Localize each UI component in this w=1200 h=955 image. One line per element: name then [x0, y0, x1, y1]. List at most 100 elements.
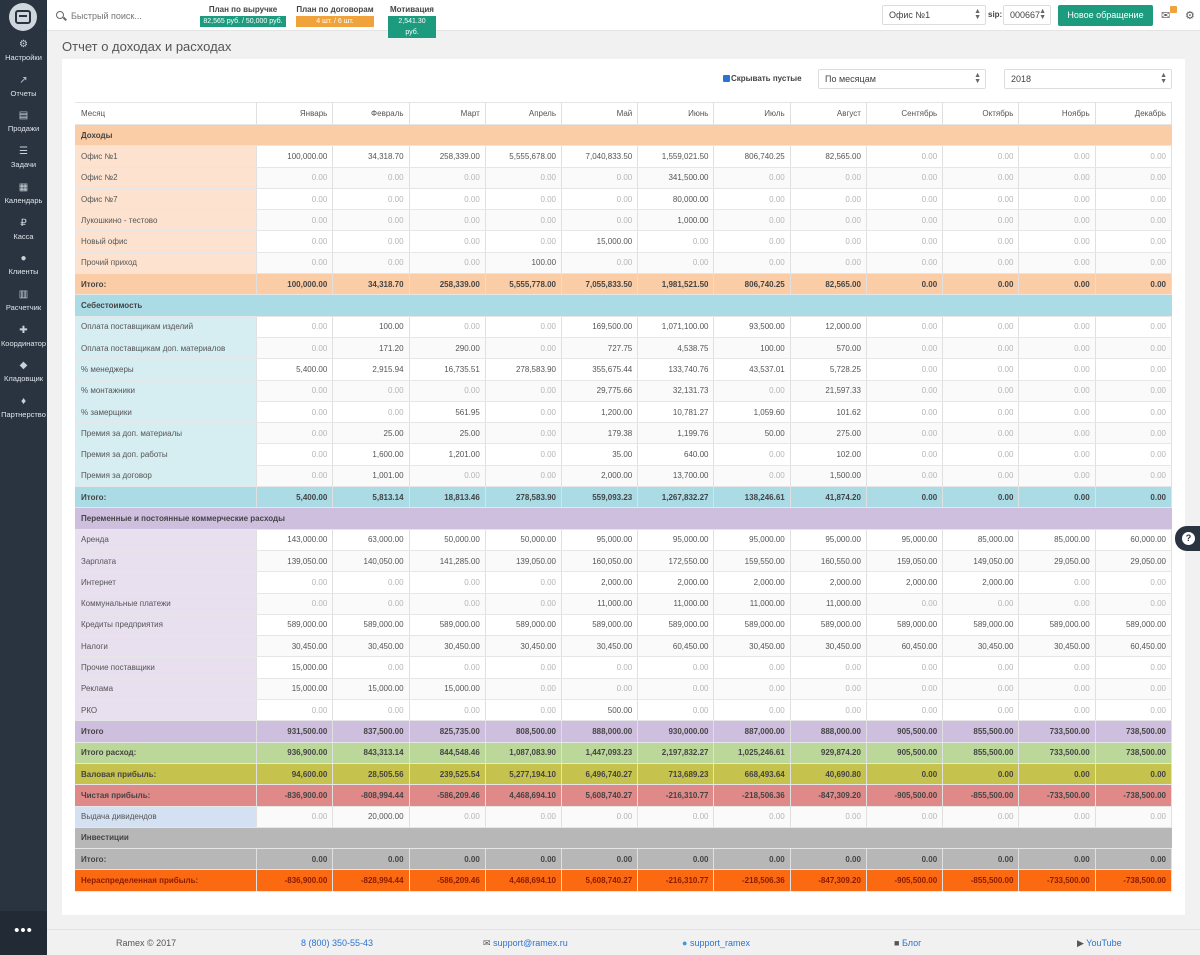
table-cell: 0.00 — [1018, 678, 1096, 701]
total-row: Нераспределенная прибыль: -836,900.00 -828… — [75, 869, 1173, 892]
email-link[interactable]: ✉ support@ramex.ru — [483, 938, 568, 948]
table-cell: 0.00 — [1095, 380, 1173, 402]
table-cell: 11,000.00 — [637, 593, 715, 615]
table-cell: 0.00 — [485, 443, 563, 466]
table-cell: 0.00 — [1018, 571, 1096, 594]
table-cell: 133,740.76 — [637, 358, 715, 381]
table-cell: 179.38 — [561, 422, 639, 445]
youtube-link[interactable]: ▶ YouTube — [1077, 938, 1122, 948]
table-cell: 0.00 — [1018, 188, 1096, 211]
sidebar-item[interactable]: ₽ Касса — [0, 218, 47, 253]
table-cell: 0.00 — [1095, 763, 1173, 786]
table-cell: 0.00 — [713, 443, 791, 466]
table-cell: 139,050.00 — [256, 550, 334, 573]
sidebar-item[interactable]: ↗ Отчеты — [0, 75, 47, 110]
table-cell: 85,000.00 — [1018, 529, 1096, 551]
table-cell: 239,525.54 — [409, 763, 486, 786]
table-cell: 0.00 — [866, 848, 944, 871]
table-cell: -847,309.20 — [790, 869, 867, 892]
settings-gear-icon[interactable]: ⚙ — [1185, 10, 1195, 22]
sidebar-item[interactable]: ☰ Задачи — [0, 147, 47, 181]
table-cell: 0.00 — [1095, 678, 1173, 701]
sidebar-item[interactable]: ✚ Координатор — [0, 325, 47, 360]
table-cell: 0.00 — [790, 252, 867, 275]
table-cell: 4,468,694.10 — [485, 869, 563, 892]
blog-link[interactable]: ■ Блог — [894, 938, 922, 948]
sidebar-item[interactable]: ▥ Расчетчик — [0, 289, 47, 324]
table-cell: 0.00 — [942, 443, 1020, 466]
table-cell: 34,318.70 — [332, 273, 410, 296]
table-cell: 5,608,740.27 — [561, 784, 639, 807]
table-cell: 0.00 — [713, 465, 791, 488]
table-cell: 640.00 — [637, 443, 715, 466]
table-header: Месяц Январь Февраль Март Апрель Май Июнь Июль А… — [75, 102, 1173, 125]
table-row: % менеджеры 5,400.00 2,915.94 16,735.51 278,… — [75, 358, 1173, 381]
table-cell: 0.00 — [485, 380, 563, 402]
table-cell: 0.00 — [866, 763, 944, 786]
income-expense-table: Месяц Январь Февраль Март Апрель Май Июнь Июль А… — [75, 102, 1173, 892]
table-cell: 0.00 — [637, 678, 715, 701]
table-cell: 30,450.00 — [256, 635, 334, 658]
table-cell: 100.00 — [485, 252, 563, 275]
column-header: Ноябрь — [1018, 102, 1096, 125]
table-cell: 589,000.00 — [409, 614, 486, 637]
new-request-button[interactable]: Новое обращение — [1058, 5, 1153, 26]
sip-select[interactable]: 000667 ▲ ▼ — [1003, 5, 1051, 25]
notification-badge — [1170, 6, 1177, 13]
table-cell: 0.00 — [256, 380, 334, 402]
table-cell: -905,500.00 — [866, 784, 944, 807]
sidebar-item[interactable]: ▤ Продажи — [0, 111, 47, 145]
hide-empty-checkbox[interactable] — [723, 75, 730, 82]
table-cell: 1,559,021.50 — [637, 145, 715, 168]
table-cell: 0.00 — [485, 465, 563, 488]
app-logo[interactable] — [9, 3, 37, 31]
table-cell: 1,059.60 — [713, 401, 791, 424]
table-cell: -738,500.00 — [1095, 869, 1173, 892]
help-button[interactable]: ? — [1175, 526, 1200, 551]
sidebar-item-label: Продажи — [7, 124, 40, 134]
sidebar-item[interactable]: ◆ Кладовщик — [0, 361, 47, 395]
table-cell: 2,000.00 — [637, 571, 715, 594]
table-cell: 0.00 — [409, 209, 486, 232]
table-cell: 0.00 — [942, 273, 1020, 296]
table-cell: 29,775.66 — [561, 380, 639, 402]
table-cell: 0.00 — [942, 848, 1020, 871]
section-row: Себестоимость — [75, 294, 1172, 317]
table-row: Зарплата 139,050.00 140,050.00 141,285.00 13… — [75, 550, 1173, 573]
sidebar-item[interactable]: ▦ Календарь — [0, 182, 47, 217]
table-cell: 0.00 — [942, 209, 1020, 232]
table-cell: 0.00 — [409, 167, 486, 189]
hide-empty-toggle[interactable]: Скрывать пустые — [723, 74, 802, 83]
table-cell: 60,450.00 — [637, 635, 715, 658]
copyright: Ramex © 2017 — [116, 938, 177, 948]
table-cell: 668,493.64 — [713, 763, 791, 786]
table-cell: 930,000.00 — [637, 720, 715, 743]
table-cell: 0.00 — [713, 167, 791, 189]
table-cell: 341,500.00 — [637, 167, 715, 189]
table-cell: 0.00 — [409, 188, 486, 211]
sidebar-item[interactable]: ● Клиенты — [0, 254, 47, 288]
year-select[interactable]: 2018 ▲ ▼ — [1004, 69, 1172, 89]
table-cell: 0.00 — [942, 358, 1020, 381]
table-row: Премия за договор 0.00 1,001.00 0.00 0.00 2,0… — [75, 465, 1173, 488]
table-cell: 931,500.00 — [256, 720, 334, 743]
sip-label: sip: — [988, 10, 1003, 19]
phone-link[interactable]: 8 (800) 350-55-43 — [301, 938, 374, 948]
table-cell: 0.00 — [1018, 806, 1096, 828]
table-cell: 0.00 — [332, 252, 410, 275]
search-input[interactable] — [71, 8, 201, 24]
skype-link[interactable]: ● support_ramex — [682, 938, 750, 948]
office-select[interactable]: Офис №1 ▲ ▼ — [882, 5, 986, 25]
table-cell: 0.00 — [1018, 656, 1096, 679]
period-select[interactable]: По месяцам ▲ ▼ — [818, 69, 986, 89]
table-cell: 0.00 — [1095, 209, 1173, 232]
table-cell: 0.00 — [713, 678, 791, 701]
more-menu-button[interactable]: ••• — [0, 911, 47, 955]
sidebar-item[interactable]: ♦ Партнерство — [0, 397, 47, 431]
table-cell: 0.00 — [332, 380, 410, 402]
table-cell: 0.00 — [332, 230, 410, 253]
table-cell: 0.00 — [1018, 167, 1096, 189]
table-cell: 0.00 — [256, 571, 334, 594]
notifications-icon[interactable]: ✉ — [1161, 10, 1171, 22]
sidebar-item[interactable]: ⚙ Настройки — [0, 40, 47, 74]
